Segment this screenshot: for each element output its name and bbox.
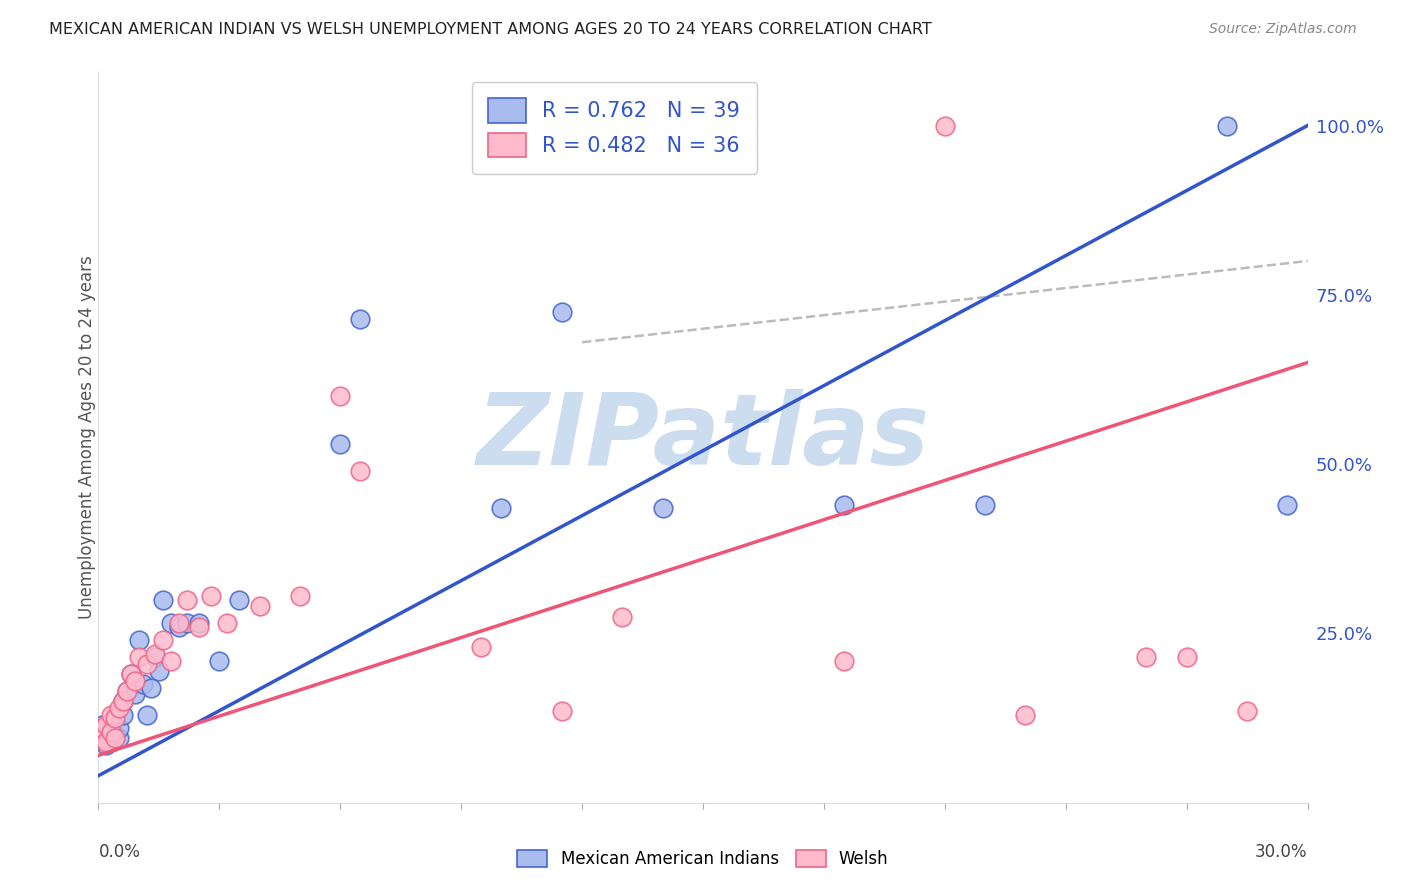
Point (176, 616, 198, 631)
Point (1135, 650, 1157, 665)
Point (148, 664, 170, 678)
Point (1014, 707, 1036, 722)
Point (111, 694, 134, 708)
Point (100, 714, 122, 729)
Point (491, 501, 513, 516)
Point (832, 654, 855, 668)
Text: 30.0%: 30.0% (1256, 843, 1308, 861)
Point (551, 305, 574, 319)
Point (329, 389, 352, 403)
Point (1216, 119, 1239, 133)
Point (143, 647, 166, 661)
Point (115, 684, 138, 698)
Point (103, 731, 125, 746)
Point (96, 735, 118, 749)
Text: Source: ZipAtlas.com: Source: ZipAtlas.com (1209, 22, 1357, 37)
Text: MEXICAN AMERICAN INDIAN VS WELSH UNEMPLOYMENT AMONG AGES 20 TO 24 YEARS CORRELAT: MEXICAN AMERICAN INDIAN VS WELSH UNEMPLO… (49, 22, 932, 37)
Point (188, 616, 211, 631)
Point (103, 728, 125, 742)
Point (107, 721, 129, 735)
Point (1277, 498, 1299, 512)
Point (128, 633, 150, 648)
Point (124, 688, 146, 702)
Point (120, 667, 142, 681)
Text: ZIPatlas: ZIPatlas (477, 389, 929, 485)
Point (228, 592, 250, 607)
Point (111, 707, 134, 722)
Point (974, 498, 997, 512)
Text: 0.0%: 0.0% (98, 843, 141, 861)
Point (934, 119, 956, 133)
Point (103, 707, 125, 722)
Point (91, 721, 114, 735)
Point (139, 681, 162, 695)
Point (107, 731, 129, 746)
Point (470, 640, 492, 654)
Point (288, 589, 311, 603)
Point (103, 711, 125, 725)
Point (111, 694, 134, 708)
Point (152, 592, 174, 607)
Y-axis label: Unemployment Among Ages 20 to 24 years: Unemployment Among Ages 20 to 24 years (79, 255, 96, 619)
Point (160, 654, 183, 668)
Point (208, 654, 231, 668)
Point (200, 589, 222, 603)
Point (167, 620, 190, 634)
Point (91, 731, 114, 746)
Point (1236, 705, 1258, 719)
Point (91, 718, 114, 732)
Point (167, 616, 190, 631)
Point (124, 673, 146, 688)
Point (612, 609, 634, 624)
Point (349, 311, 371, 326)
Point (160, 616, 183, 631)
Point (135, 707, 157, 722)
Point (91, 724, 114, 739)
Point (249, 599, 271, 614)
Point (96, 728, 118, 742)
Point (100, 707, 122, 722)
Point (120, 667, 142, 681)
Point (152, 633, 174, 648)
Point (107, 701, 129, 715)
Point (91, 731, 114, 746)
Point (651, 501, 673, 516)
Point (96, 738, 118, 752)
Point (349, 464, 371, 478)
Point (143, 650, 166, 665)
Point (1175, 650, 1198, 665)
Point (176, 592, 198, 607)
Point (96, 721, 118, 735)
Point (100, 724, 122, 739)
Legend: R = 0.762   N = 39, R = 0.482   N = 36: R = 0.762 N = 39, R = 0.482 N = 36 (471, 82, 756, 174)
Point (115, 684, 138, 698)
Point (188, 620, 211, 634)
Point (100, 735, 122, 749)
Point (832, 498, 855, 512)
Point (135, 657, 157, 671)
Point (551, 705, 574, 719)
Point (128, 650, 150, 665)
Legend: Mexican American Indians, Welsh: Mexican American Indians, Welsh (510, 843, 896, 875)
Point (217, 616, 239, 631)
Point (329, 437, 352, 451)
Point (96, 718, 118, 732)
Point (132, 677, 155, 691)
